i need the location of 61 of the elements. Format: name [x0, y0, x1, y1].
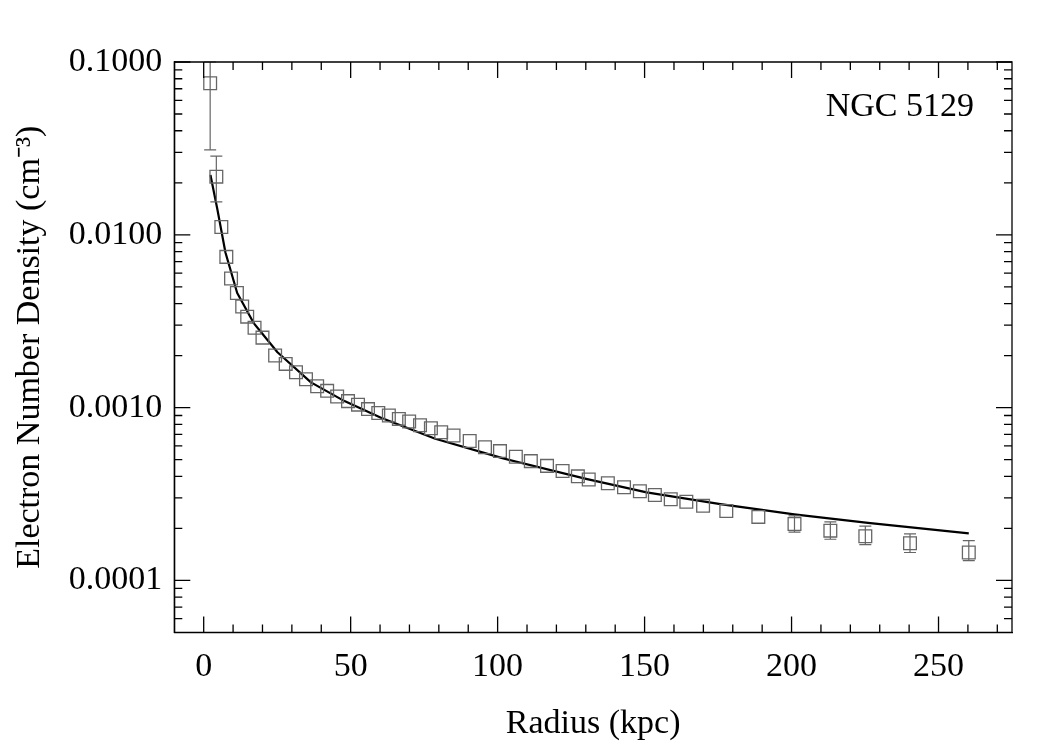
point — [310, 379, 325, 394]
point — [360, 402, 376, 417]
point — [391, 411, 406, 426]
x-tick-label: 150 — [619, 645, 671, 683]
point — [434, 425, 449, 440]
point — [555, 463, 570, 478]
point — [600, 476, 615, 491]
x-tick-label: 50 — [333, 645, 368, 683]
point — [581, 472, 596, 487]
point — [247, 320, 262, 335]
point — [858, 529, 873, 544]
point — [229, 286, 244, 301]
point — [413, 418, 428, 433]
annotation: NGC 5129 — [825, 85, 974, 123]
point — [224, 271, 239, 286]
y-axis-title: Electron Number Density (cm⁻³) — [9, 125, 48, 569]
point — [679, 494, 694, 509]
point — [696, 498, 711, 513]
point — [240, 309, 255, 324]
point — [663, 492, 678, 507]
point — [268, 348, 283, 363]
point — [235, 299, 250, 314]
point — [214, 219, 229, 234]
point — [751, 509, 766, 524]
point — [278, 356, 293, 371]
point — [446, 428, 461, 443]
y-tick-label: 0.0001 — [68, 559, 163, 597]
y-tick-label: 0.1000 — [68, 40, 163, 78]
point — [350, 397, 366, 412]
point — [508, 449, 523, 464]
point — [462, 434, 477, 449]
point — [961, 545, 976, 560]
x-axis-title: Radius (kpc) — [505, 702, 681, 741]
x-tick-label: 200 — [766, 645, 818, 683]
point — [492, 444, 507, 459]
x-tick-label: 0 — [195, 645, 213, 683]
point — [647, 487, 662, 503]
point — [320, 383, 335, 398]
point — [632, 484, 647, 499]
x-tick-label: 250 — [913, 645, 965, 683]
y-tick-label: 0.0100 — [68, 213, 163, 251]
point — [523, 454, 538, 469]
point — [288, 365, 303, 380]
point — [617, 480, 632, 495]
point — [402, 414, 417, 429]
point — [203, 76, 218, 91]
point — [209, 169, 224, 184]
point — [477, 440, 492, 455]
point — [570, 469, 585, 484]
x-tick-label: 100 — [472, 645, 524, 683]
point — [371, 406, 386, 421]
point — [381, 408, 396, 423]
point — [219, 249, 234, 264]
point — [298, 372, 313, 387]
point — [330, 389, 345, 404]
point — [255, 330, 270, 345]
point — [341, 394, 356, 409]
point — [539, 458, 555, 473]
point — [423, 421, 438, 436]
point — [719, 504, 734, 519]
y-tick-label: 0.0010 — [68, 386, 163, 424]
